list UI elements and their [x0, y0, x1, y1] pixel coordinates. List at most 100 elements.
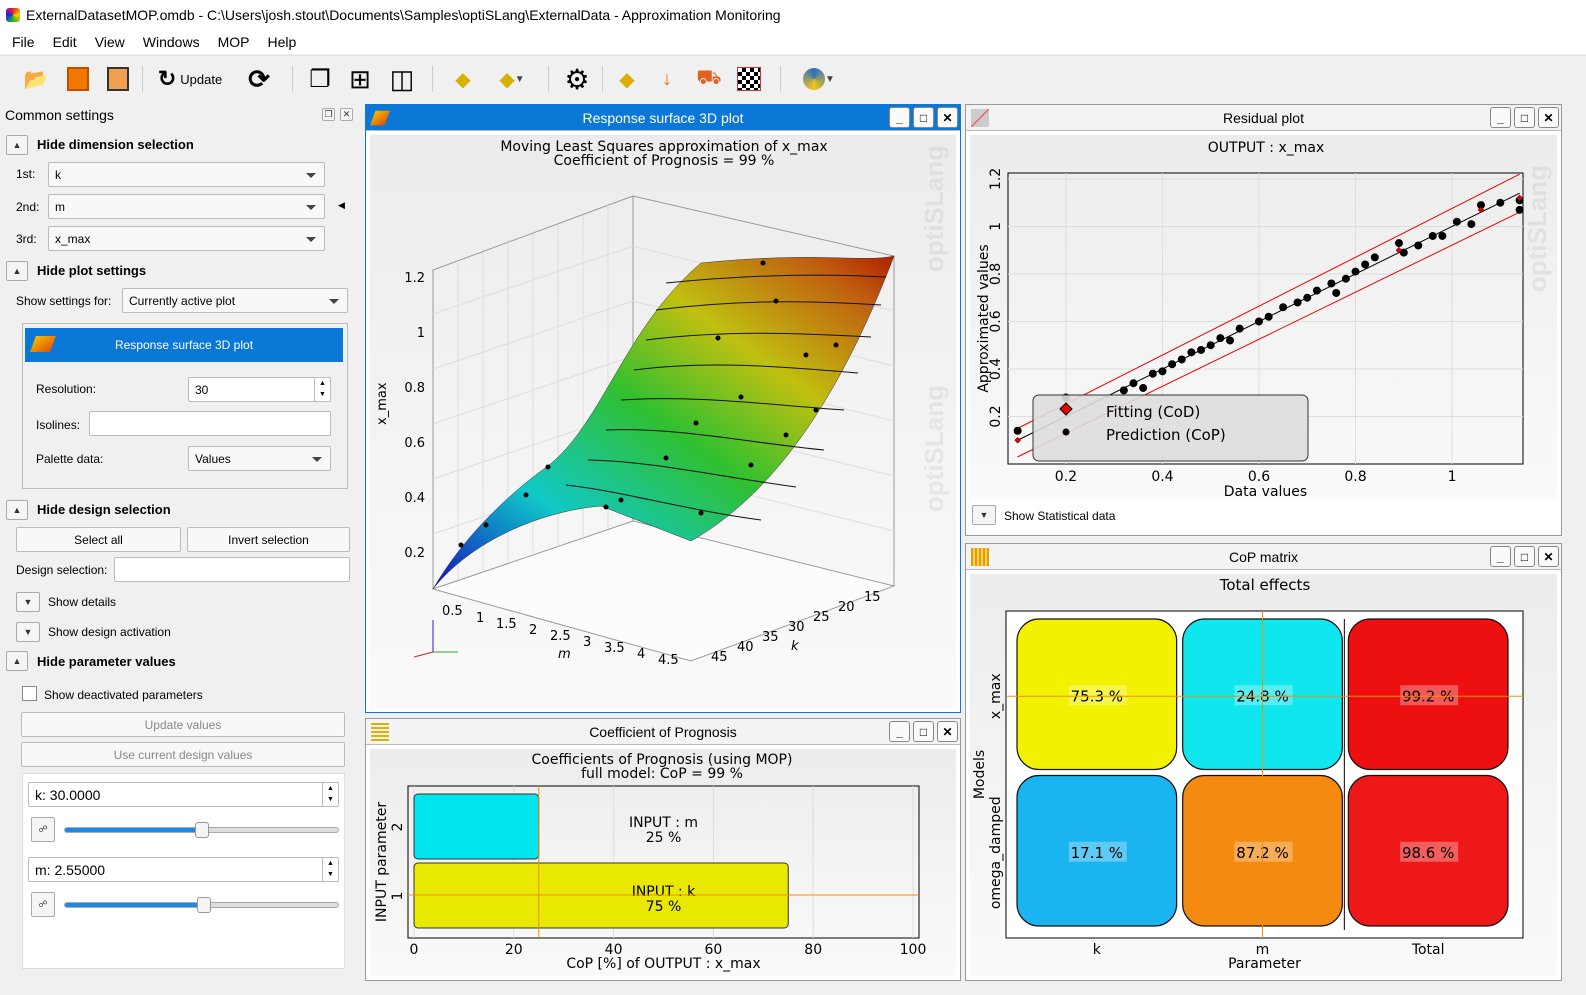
- update-values-button[interactable]: Update values: [21, 712, 345, 737]
- svg-text:1.5: 1.5: [496, 617, 517, 632]
- shield-plot-icon[interactable]: ⛟: [696, 66, 722, 89]
- spin-arrows-icon[interactable]: ▲ ▼: [314, 378, 330, 401]
- save-as-icon[interactable]: [107, 67, 129, 91]
- spin-arrows-icon[interactable]: ▲ ▼: [322, 783, 338, 806]
- data-point: [1226, 336, 1235, 345]
- use-current-design-button[interactable]: Use current design values: [21, 742, 345, 767]
- data-point: [1477, 201, 1486, 210]
- collapse-param-button[interactable]: ▲: [6, 651, 28, 671]
- dim1-select[interactable]: k: [48, 162, 325, 187]
- spin-arrows-icon[interactable]: ▲ ▼: [322, 858, 338, 881]
- residual-scatter-plot[interactable]: OUTPUT : x_max 0.2 0.4 0.6 0.8 1 0.2 0.4 0.6 0.8 1…: [966, 105, 1563, 500]
- expand-arrow-icon[interactable]: ◀: [338, 200, 345, 210]
- minimize-button[interactable]: _: [1490, 546, 1511, 567]
- layout-windows-icon[interactable]: ◫: [389, 63, 415, 94]
- k-value-spinbox[interactable]: k: 30.0000 ▲ ▼: [28, 782, 339, 807]
- maximize-button[interactable]: □: [1514, 107, 1535, 128]
- data-point: [1452, 217, 1461, 226]
- svg-text:1.2: 1.2: [404, 271, 425, 286]
- save-icon[interactable]: [67, 67, 89, 91]
- cell-label-bg: [1400, 841, 1459, 862]
- dim3-select[interactable]: x_max: [48, 226, 325, 251]
- palette-label: Palette data:: [36, 452, 104, 466]
- matrix-cell: [1347, 774, 1509, 927]
- show-details-toggle[interactable]: ▼: [16, 592, 40, 612]
- x-axis-label: Data values: [1224, 484, 1307, 500]
- close-button[interactable]: ✕: [1538, 107, 1559, 128]
- close-button[interactable]: ✕: [937, 107, 958, 128]
- tile-windows-icon[interactable]: ⊞: [349, 63, 371, 94]
- close-button[interactable]: ✕: [1538, 546, 1559, 567]
- float-panel-icon[interactable]: ❐: [322, 108, 335, 121]
- cell-value: 17.1 %: [1071, 844, 1123, 862]
- common-settings-panel: Common settings ❐ ✕ ▲ Hide dimension sel…: [0, 103, 360, 985]
- palette-select[interactable]: Values: [188, 446, 331, 471]
- minimize-button[interactable]: _: [1490, 107, 1511, 128]
- plot-subheading: Coefficient of Prognosis = 99 %: [554, 153, 775, 169]
- k-slider[interactable]: [64, 822, 339, 838]
- show-for-select[interactable]: Currently active plot: [122, 288, 348, 313]
- collapse-plot-settings-button[interactable]: ▲: [6, 261, 28, 281]
- collapse-dimension-button[interactable]: ▲: [6, 135, 28, 155]
- menu-edit[interactable]: Edit: [52, 34, 77, 50]
- window-titlebar[interactable]: Residual plot _ □ ✕: [966, 105, 1561, 131]
- data-point: [1129, 379, 1138, 388]
- auto-update-icon[interactable]: ⟳: [248, 63, 270, 94]
- link-icon[interactable]: ☍: [31, 817, 55, 842]
- maximize-button[interactable]: □: [913, 721, 934, 742]
- svg-text:4: 4: [637, 647, 645, 662]
- m-slider-handle[interactable]: [197, 897, 212, 913]
- settings-gear-icon[interactable]: ⚙: [564, 63, 590, 95]
- plot-settings-group: Response surface 3D plot Resolution: 30 ▲…: [22, 323, 348, 489]
- window-titlebar[interactable]: Response surface 3D plot _ □ ✕: [366, 105, 960, 131]
- cell-value: 98.6 %: [1402, 844, 1454, 862]
- menu-windows[interactable]: Windows: [142, 34, 200, 50]
- checkerboard-icon[interactable]: [737, 67, 761, 91]
- show-design-activation-toggle[interactable]: ▼: [16, 622, 40, 642]
- cascade-windows-icon[interactable]: ❐: [309, 65, 331, 93]
- surface-tools-icon[interactable]: ◆: [455, 68, 471, 91]
- invert-selection-button[interactable]: Invert selection: [187, 527, 350, 552]
- close-button[interactable]: ✕: [937, 721, 958, 742]
- menu-view[interactable]: View: [94, 34, 125, 50]
- cop-bar-chart[interactable]: Coefficients of Prognosis (using MOP)ful…: [366, 719, 962, 982]
- m-value-spinbox[interactable]: m: 2.55000 ▲ ▼: [28, 857, 339, 882]
- update-button[interactable]: ↻ Update: [152, 64, 228, 94]
- show-deactivated-checkbox[interactable]: [22, 686, 37, 701]
- window-titlebar[interactable]: CoP matrix _ □ ✕: [966, 544, 1561, 570]
- menu-help[interactable]: Help: [267, 34, 297, 50]
- data-point: [1187, 348, 1196, 357]
- window-titlebar[interactable]: Coefficient of Prognosis _ □ ✕: [366, 719, 960, 745]
- m-slider[interactable]: [64, 897, 339, 913]
- legend-label: Fitting (CoD): [1106, 403, 1200, 421]
- svg-text:20: 20: [838, 600, 855, 615]
- select-all-button[interactable]: Select all: [16, 527, 181, 552]
- minimize-button[interactable]: _: [889, 107, 910, 128]
- y-tick-label: 2: [390, 823, 406, 832]
- show-statistical-data-toggle[interactable]: ▼: [972, 505, 996, 525]
- close-panel-icon[interactable]: ✕: [340, 108, 353, 121]
- svg-text:1: 1: [417, 326, 425, 341]
- menu-mop[interactable]: MOP: [217, 34, 250, 50]
- minimize-button[interactable]: _: [889, 721, 910, 742]
- surface-dropdown-icon[interactable]: ◆ ▼: [499, 68, 525, 91]
- isolines-input[interactable]: [89, 411, 331, 436]
- design-selection-input[interactable]: [114, 557, 350, 582]
- plot-header-label: Response surface 3D plot: [114, 338, 254, 352]
- open-folder-icon[interactable]: 📂: [23, 68, 49, 91]
- row-label: omega_damped: [988, 796, 1004, 909]
- surface-3d-plot[interactable]: Moving Least Squares approximation of x_…: [366, 105, 962, 714]
- maximize-button[interactable]: □: [913, 107, 934, 128]
- maximize-button[interactable]: □: [1514, 546, 1535, 567]
- sensitivity-icon[interactable]: ↓: [662, 67, 672, 90]
- collapse-design-button[interactable]: ▲: [6, 500, 28, 520]
- link-icon[interactable]: ☍: [31, 892, 55, 917]
- surface-plot-icon[interactable]: ◆: [619, 68, 635, 91]
- python-dropdown-icon[interactable]: ▼: [794, 64, 844, 94]
- menu-file[interactable]: File: [12, 34, 35, 50]
- resolution-spinbox[interactable]: 30 ▲ ▼: [188, 377, 331, 402]
- bar: [413, 793, 540, 860]
- k-slider-handle[interactable]: [194, 822, 209, 838]
- dim2-select[interactable]: m: [48, 194, 325, 219]
